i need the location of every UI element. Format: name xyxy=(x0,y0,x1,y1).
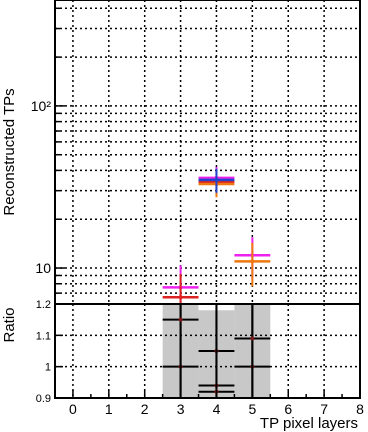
main-y-tick-label: 10 xyxy=(35,260,51,276)
x-tick-label: 5 xyxy=(248,401,256,417)
ratio-point-1 xyxy=(162,304,199,398)
ratio-marker xyxy=(178,317,183,322)
main-y-ticks: 10 10² xyxy=(31,7,65,305)
ratio-y-tick-label: 1 xyxy=(45,362,51,374)
main-panel: 10 10² Reconstructed TPs xyxy=(1,0,361,305)
main-marker xyxy=(178,295,183,300)
x-tick-label: 8 xyxy=(356,401,364,417)
main-marker xyxy=(214,177,219,182)
ratio-point-6 xyxy=(234,304,271,398)
x-tick-label: 0 xyxy=(69,401,77,417)
main-y-tick-label: 10² xyxy=(31,98,52,114)
ratio-plot-border xyxy=(54,303,361,399)
main-series-layer xyxy=(162,166,271,304)
x-tick-label: 1 xyxy=(105,401,113,417)
ratio-y-tick-label: 0.9 xyxy=(36,393,51,405)
main-point-s3-0 xyxy=(198,168,235,193)
ratio-y-ticks: 0.9 1 1.1 1.2 xyxy=(36,299,63,405)
ratio-panel: 0.9 1 1.1 1.2 0 1 2 3 4 5 6 7 8 Ratio TP pixel laye… xyxy=(1,299,364,432)
main-point-s1-0 xyxy=(162,273,199,304)
ratio-series-layer xyxy=(162,304,271,398)
x-tick-label: 3 xyxy=(177,401,185,417)
ratio-y-axis-label: Ratio xyxy=(1,307,18,342)
x-tick-label: 2 xyxy=(141,401,149,417)
main-marker xyxy=(250,259,255,264)
ratio-y-tick-label: 1.1 xyxy=(36,330,51,342)
main-y-axis-label: Reconstructed TPs xyxy=(1,88,18,215)
main-point-s2-1 xyxy=(234,242,271,287)
ratio-y-tick-label: 1.2 xyxy=(36,299,51,311)
x-tick-label: 7 xyxy=(320,401,328,417)
x-tick-label: 4 xyxy=(213,401,221,417)
ratio-marker xyxy=(250,336,255,341)
x-ticks: 0 1 2 3 4 5 6 7 8 xyxy=(69,390,364,417)
x-axis-label: TP pixel layers xyxy=(260,415,358,432)
main-plot-frame xyxy=(55,0,360,304)
x-tick-label: 6 xyxy=(284,401,292,417)
